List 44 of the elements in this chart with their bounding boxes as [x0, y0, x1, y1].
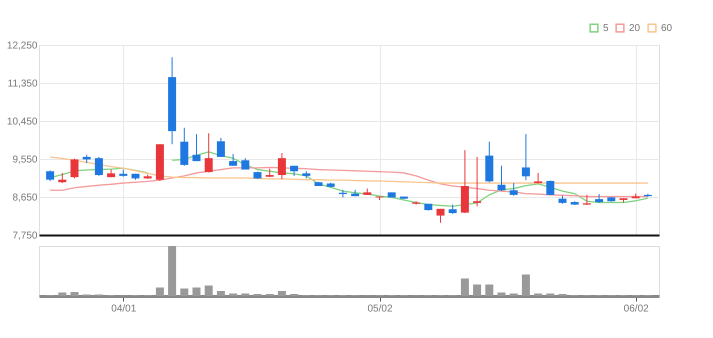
bar: [192, 288, 200, 296]
bar: [156, 288, 164, 296]
x-tick-label: 06/02: [624, 304, 650, 314]
legend-label: 5: [603, 23, 609, 34]
line-series: [49, 156, 649, 184]
x-tick-label: 04/01: [111, 304, 137, 314]
candlestick: [498, 165, 506, 192]
candlestick: [58, 172, 66, 184]
y-tick-label: 10,450: [6, 116, 38, 128]
bar: [204, 286, 213, 296]
legend-label: 60: [661, 23, 673, 34]
candlestick: [278, 152, 286, 180]
candlestick: [204, 132, 213, 174]
bar: [216, 291, 225, 296]
candlestick: [510, 182, 518, 196]
bar: [70, 292, 78, 296]
bar: [473, 284, 482, 296]
y-tick-label: 12,250: [6, 40, 38, 52]
y-tick-label: 11,350: [8, 78, 38, 90]
candlestick: [522, 134, 530, 181]
bar: [522, 274, 530, 296]
candlestick: [216, 137, 225, 158]
candlestick: [473, 156, 482, 207]
candlestick: [436, 208, 444, 224]
y-tick-label: 9,550: [12, 154, 38, 166]
y-tick-label: 7,750: [12, 230, 38, 242]
bar: [58, 292, 66, 296]
candlestick: [192, 134, 200, 162]
candlestick: [70, 158, 78, 179]
x-tick-label: 05/02: [367, 304, 393, 314]
bar: [460, 278, 469, 296]
candlestick: [94, 156, 103, 176]
candlestick: [46, 170, 54, 182]
y-tick-label: 8,650: [12, 192, 38, 204]
bar: [168, 246, 176, 296]
bar: [180, 288, 188, 296]
candlestick: [180, 127, 188, 166]
candlestick: [229, 153, 238, 166]
candlestick: [448, 204, 457, 214]
legend-label: 20: [629, 23, 641, 34]
bar: [485, 284, 494, 296]
candlestick: [546, 180, 554, 196]
bar: [278, 291, 286, 296]
bar: [498, 292, 506, 296]
